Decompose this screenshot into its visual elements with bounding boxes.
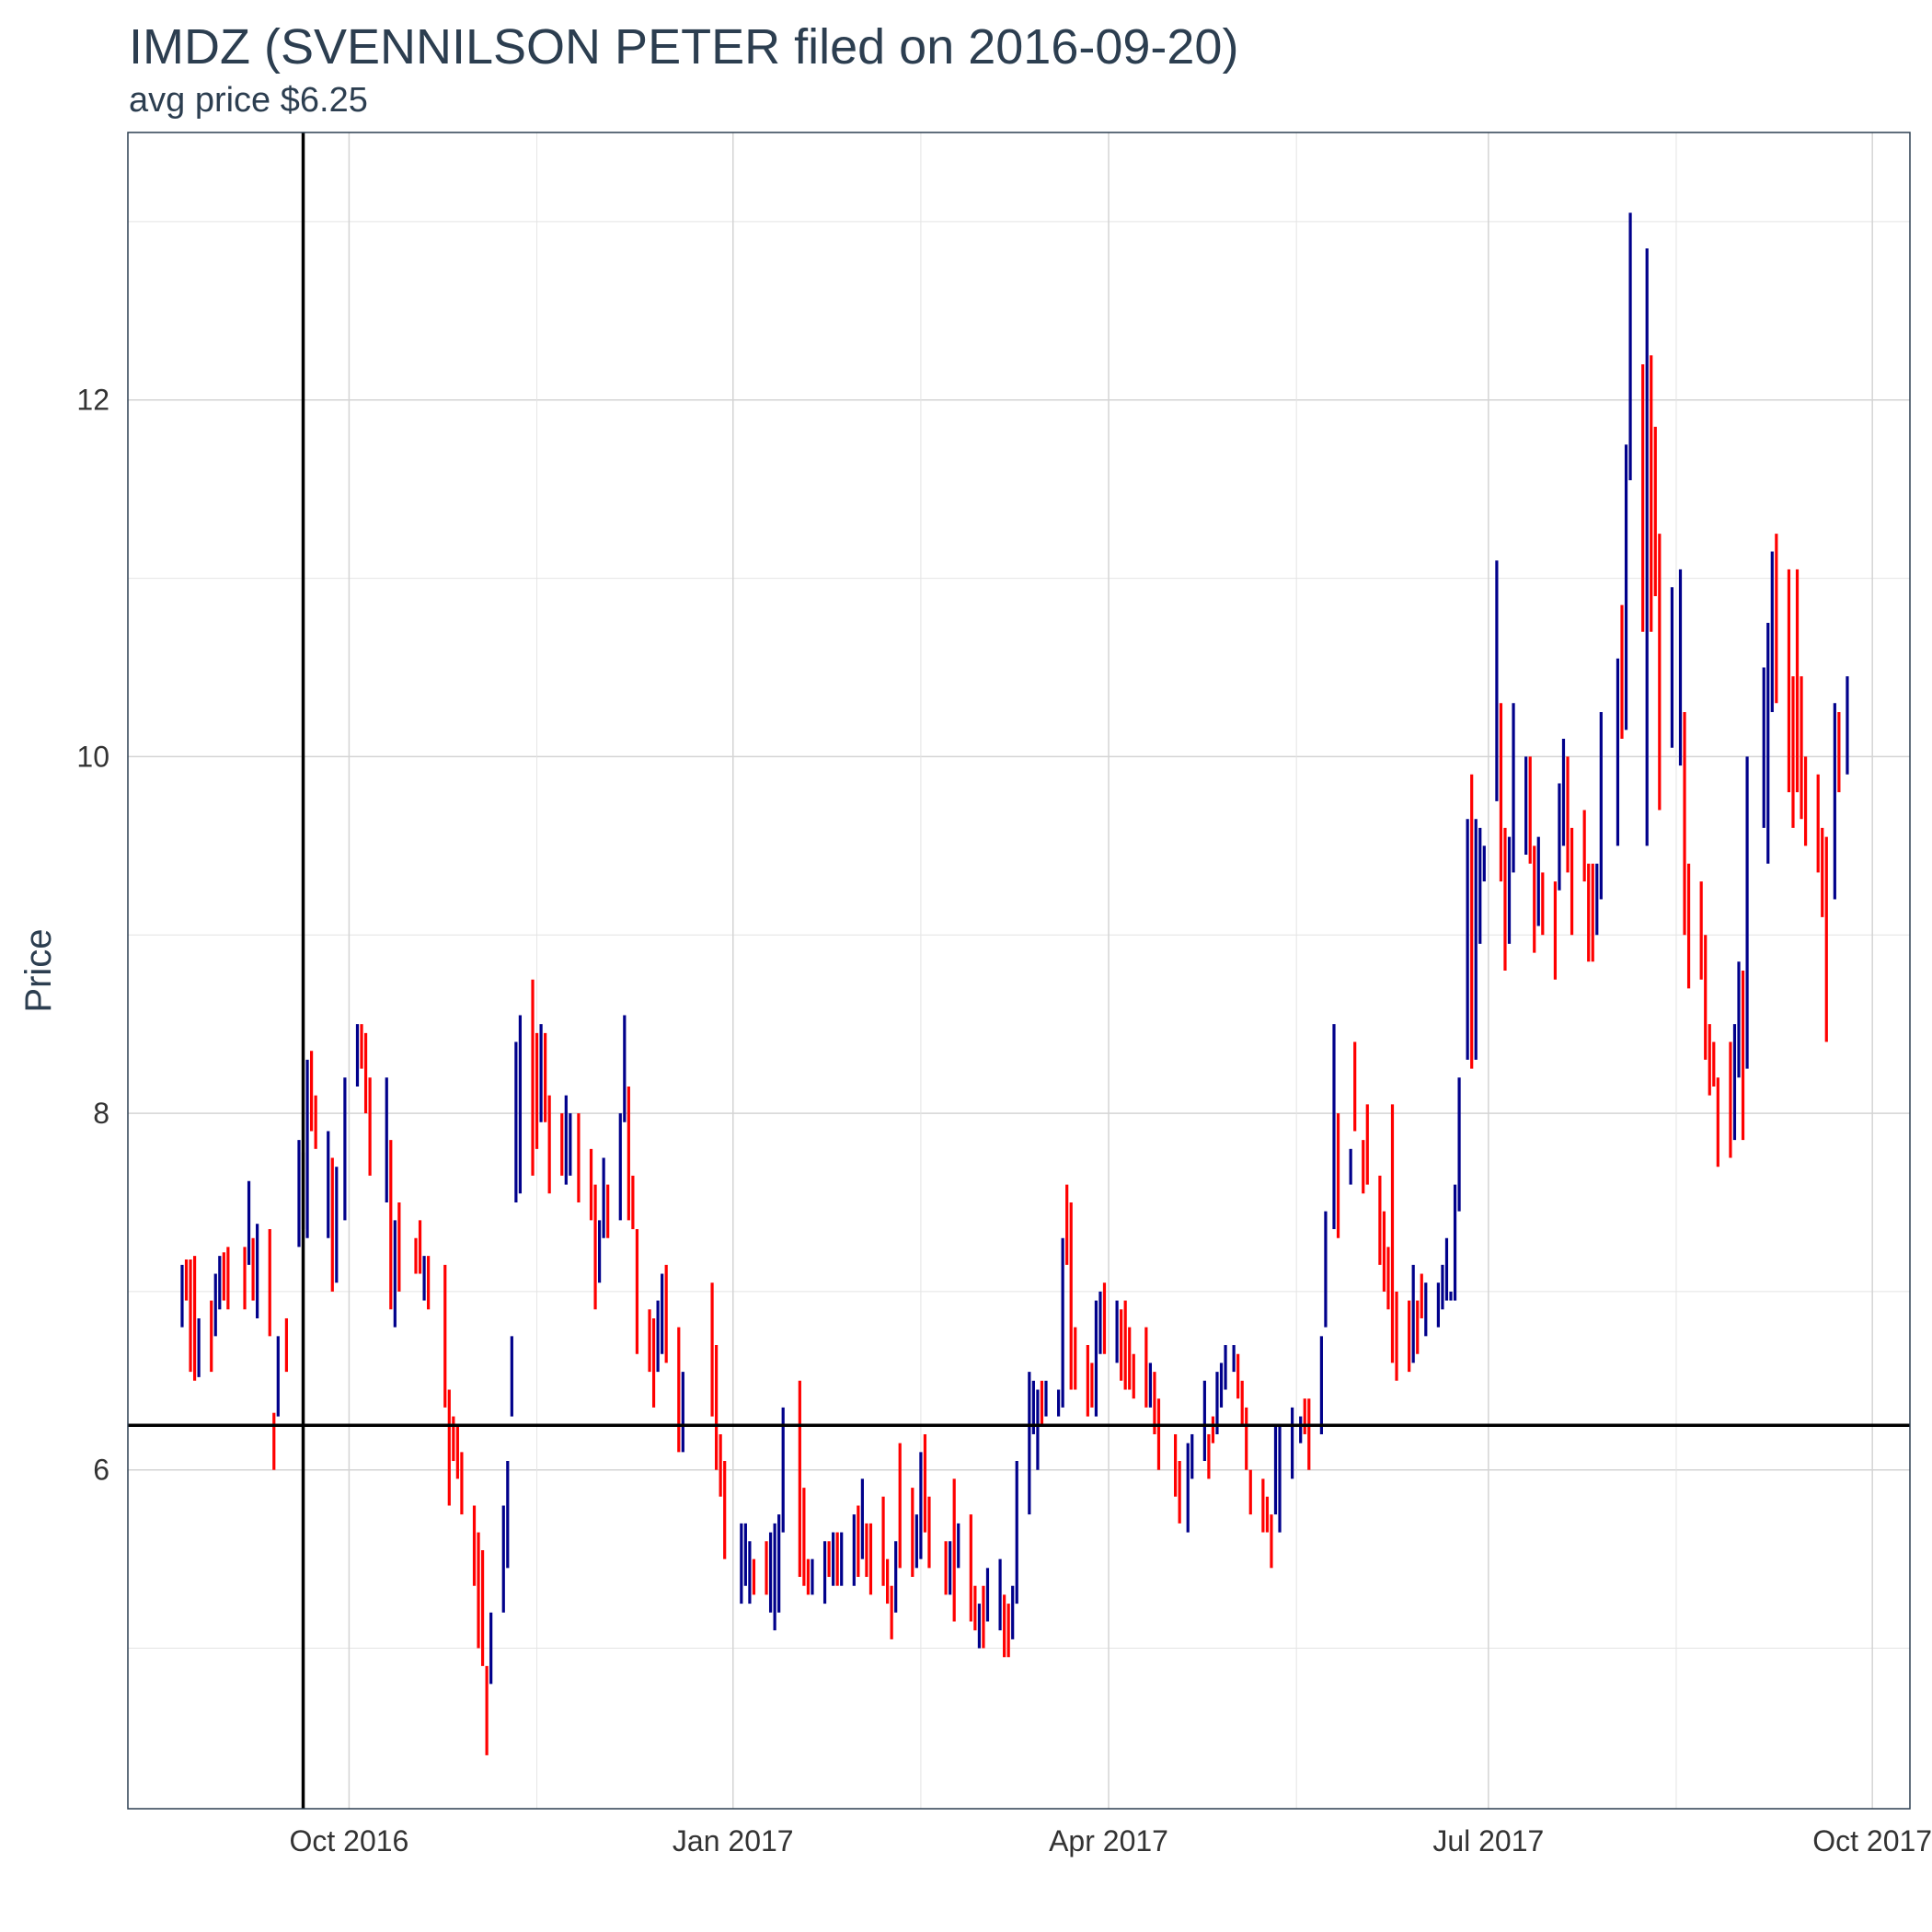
- chart-title: IMDZ (SVENNILSON PETER filed on 2016-09-…: [129, 19, 1239, 75]
- x-axis-ticks: Oct 2016 Jan 2017 Apr 2017 Jul 2017 Oct 2017: [289, 1824, 1932, 1857]
- y-tick-label: 12: [76, 384, 109, 417]
- x-tick-label: Oct 2016: [289, 1824, 408, 1857]
- grid-layer: [128, 132, 1910, 1809]
- chart-subtitle: avg price $6.25: [129, 81, 368, 120]
- y-axis-ticks: 6 8 10 12: [76, 384, 109, 1487]
- plot-border: [127, 132, 1911, 1810]
- ohlc-bars: [180, 213, 1849, 1755]
- x-tick-label: Oct 2017: [1812, 1824, 1932, 1857]
- y-tick-label: 6: [93, 1454, 109, 1487]
- reference-lines: [128, 132, 1910, 1809]
- y-tick-label: 10: [76, 740, 109, 773]
- y-tick-label: 8: [93, 1097, 109, 1130]
- x-tick-label: Apr 2017: [1049, 1824, 1168, 1857]
- y-axis-label: Price: [18, 928, 59, 1012]
- x-tick-label: Jan 2017: [673, 1824, 794, 1857]
- x-tick-label: Jul 2017: [1432, 1824, 1544, 1857]
